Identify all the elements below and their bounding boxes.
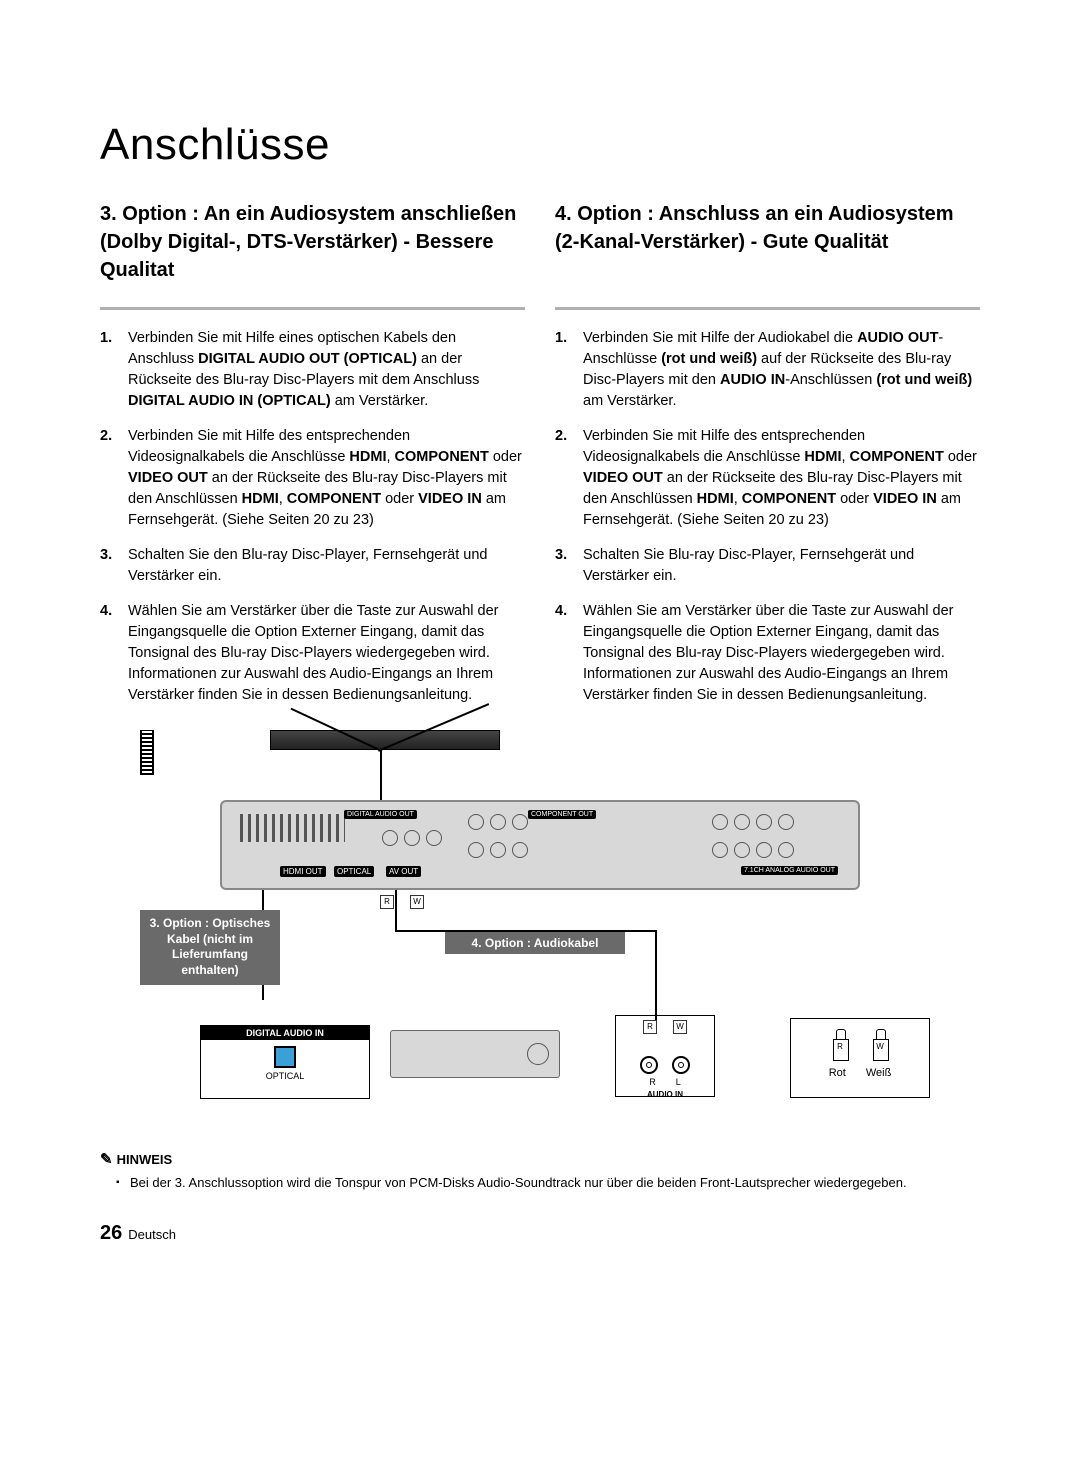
audio-in-rl: RL xyxy=(616,1077,714,1087)
label-71ch: 7.1CH ANALOG AUDIO OUT xyxy=(741,866,838,875)
optical-amp-box: DIGITAL AUDIO IN OPTICAL xyxy=(200,1025,370,1099)
right-heading: 4. Option : Anschluss an ein Audiosystem… xyxy=(555,200,980,310)
analog-ports-top xyxy=(712,814,794,830)
plug-w2: W xyxy=(673,1020,687,1034)
rw-legend-box: R W Rot Weiß xyxy=(790,1018,930,1098)
audio-in-box: R W RL AUDIO IN xyxy=(615,1015,715,1097)
left-step-4: Wählen Sie am Verstärker über die Taste … xyxy=(100,601,525,706)
left-list: Verbinden Sie mit Hilfe eines optischen … xyxy=(100,328,525,706)
av-ports xyxy=(382,830,442,846)
note-icon: ✎ xyxy=(100,1151,113,1168)
vent-slots xyxy=(240,814,345,842)
callout-option3: 3. Option : Optisches Kabel (nicht im Li… xyxy=(140,910,280,984)
optical-port-icon xyxy=(274,1046,296,1068)
analog-ports-bot xyxy=(712,842,794,858)
rw-plugs-top: R W xyxy=(380,895,424,909)
label-optical-foot: OPTICAL xyxy=(201,1071,369,1081)
page-lang: Deutsch xyxy=(128,1227,176,1242)
right-step-4: Wählen Sie am Verstärker über die Taste … xyxy=(555,601,980,706)
label-audio-in: AUDIO IN xyxy=(616,1090,714,1099)
line xyxy=(655,930,657,1026)
component-ports xyxy=(468,814,528,830)
left-col: 3. Option : An ein Audiosystem anschließ… xyxy=(100,200,525,720)
right-step-3: Schalten Sie Blu-ray Disc-Player, Fernse… xyxy=(555,545,980,587)
hint-heading: ✎HINWEIS xyxy=(100,1150,980,1168)
left-step-1: Verbinden Sie mit Hilfe eines optischen … xyxy=(100,328,525,412)
label-optical: OPTICAL xyxy=(334,866,374,877)
component-ports-2 xyxy=(468,842,528,858)
right-step-2: Verbinden Sie mit Hilfe des entsprechend… xyxy=(555,426,980,531)
label-hdmi-out: HDMI OUT xyxy=(280,866,326,877)
hint-body: Bei der 3. Anschlussoption wird die Tons… xyxy=(100,1174,980,1192)
right-step-1: Verbinden Sie mit Hilfe der Audiokabel d… xyxy=(555,328,980,412)
columns: 3. Option : An ein Audiosystem anschließ… xyxy=(100,200,980,720)
plug-w: W xyxy=(410,895,424,909)
page-number: 26 xyxy=(100,1222,122,1244)
page-title: Anschlüsse xyxy=(100,120,980,170)
label-weiss: Weiß xyxy=(866,1067,891,1079)
legend-plug-w: W xyxy=(873,1029,887,1063)
callout-option4: 4. Option : Audiokabel xyxy=(445,932,625,954)
optical-cable-icon xyxy=(140,730,154,775)
line xyxy=(380,750,382,800)
left-step-3: Schalten Sie den Blu-ray Disc-Player, Fe… xyxy=(100,545,525,587)
right-col: 4. Option : Anschluss an ein Audiosystem… xyxy=(555,200,980,720)
label-digital-audio-in: DIGITAL AUDIO IN xyxy=(201,1026,369,1040)
stereo-receiver xyxy=(390,1030,560,1078)
left-heading: 3. Option : An ein Audiosystem anschließ… xyxy=(100,200,525,310)
label-rot: Rot xyxy=(829,1067,846,1079)
audio-in-ports xyxy=(616,1056,714,1074)
legend-plug-r: R xyxy=(833,1029,847,1063)
line xyxy=(395,890,397,930)
plug-r2: R xyxy=(643,1020,657,1034)
label-av-out: AV OUT xyxy=(386,866,421,877)
label-digital-audio-out: DIGITAL AUDIO OUT xyxy=(344,810,417,819)
plug-r: R xyxy=(380,895,394,909)
connection-diagram: DIGITAL AUDIO OUT COMPONENT OUT HDMI OUT… xyxy=(140,730,940,1130)
left-step-2: Verbinden Sie mit Hilfe des entsprechend… xyxy=(100,426,525,531)
label-component-out: COMPONENT OUT xyxy=(528,810,596,819)
right-list: Verbinden Sie mit Hilfe der Audiokabel d… xyxy=(555,328,980,706)
bluray-rear-panel: DIGITAL AUDIO OUT COMPONENT OUT HDMI OUT… xyxy=(220,800,860,890)
page-footer: 26 Deutsch xyxy=(100,1222,980,1245)
hint-block: ✎HINWEIS Bei der 3. Anschlussoption wird… xyxy=(100,1150,980,1192)
